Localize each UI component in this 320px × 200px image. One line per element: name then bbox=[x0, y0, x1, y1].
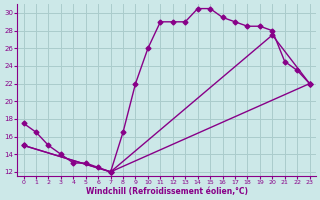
X-axis label: Windchill (Refroidissement éolien,°C): Windchill (Refroidissement éolien,°C) bbox=[85, 187, 248, 196]
